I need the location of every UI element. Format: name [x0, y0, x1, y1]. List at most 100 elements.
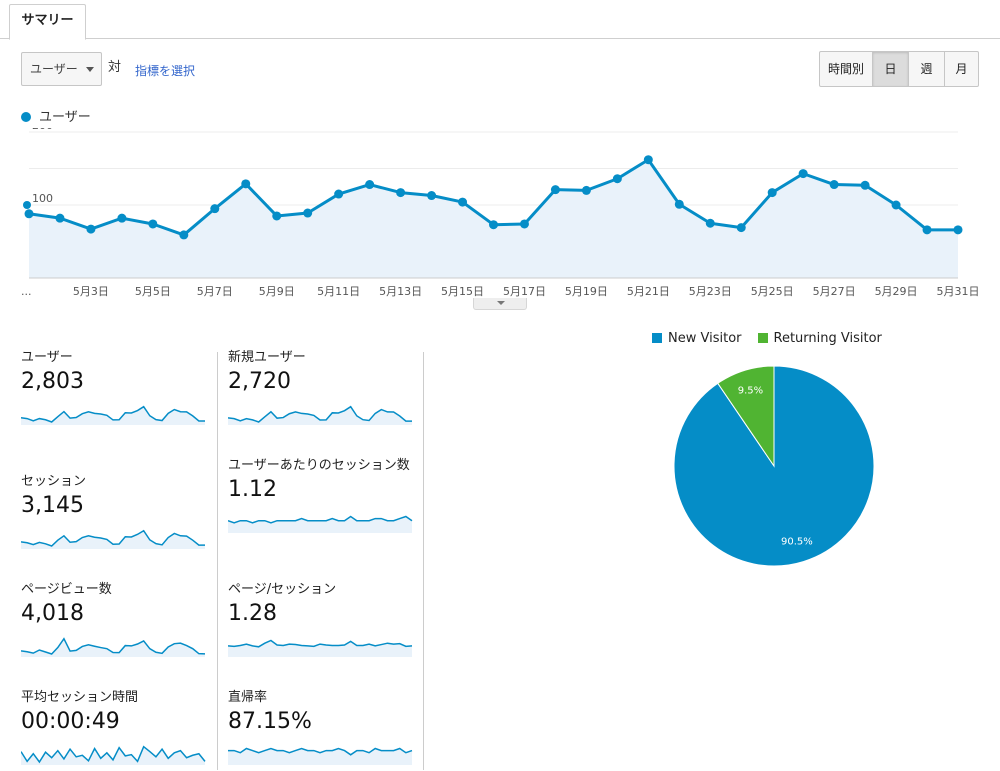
sparkline-line — [228, 405, 412, 423]
x-tick-label: 5月23日 — [689, 285, 732, 298]
metric-value: 00:00:49 — [21, 709, 120, 734]
data-point[interactable] — [860, 180, 870, 190]
period-day-button[interactable]: 日 — [872, 52, 908, 86]
data-point[interactable] — [365, 180, 375, 190]
chart-collapse-handle[interactable] — [473, 298, 527, 310]
metric-name: 直帰率 — [228, 690, 268, 705]
sparkline-area — [228, 406, 412, 425]
metric-value: 87.15% — [228, 709, 312, 734]
data-point[interactable] — [241, 179, 251, 189]
data-point[interactable] — [55, 213, 65, 223]
data-point[interactable] — [674, 199, 684, 209]
tab-summary[interactable]: サマリー — [9, 4, 86, 40]
sparkline-area — [21, 638, 205, 657]
data-point[interactable] — [922, 225, 932, 235]
metric-tile-new-users[interactable]: 新規ユーザー 2,720 — [228, 350, 418, 425]
series-legend-label: ユーザー — [39, 110, 91, 125]
data-point[interactable] — [767, 188, 777, 198]
axis-marker-dot — [23, 201, 31, 209]
sparkline-line — [228, 515, 413, 524]
metric-tile-sessions-per-user[interactable]: ユーザーあたりのセッション数 1.12 — [228, 458, 418, 533]
sparkline — [228, 515, 413, 533]
legend-swatch-icon — [652, 333, 662, 343]
sparkline-area — [228, 516, 412, 533]
data-point[interactable] — [148, 219, 158, 229]
legend-label: New Visitor — [668, 331, 742, 346]
period-toggle: 時間別 日 週 月 — [819, 51, 979, 87]
data-point[interactable] — [829, 180, 839, 190]
x-tick-label: 5月9日 — [259, 285, 295, 298]
data-point[interactable] — [458, 197, 468, 207]
data-point[interactable] — [798, 169, 808, 179]
sparkline — [228, 639, 413, 657]
y-tick-label: 100 — [32, 192, 53, 205]
metric-name: セッション — [21, 474, 87, 489]
data-point[interactable] — [396, 188, 406, 198]
data-point[interactable] — [581, 185, 591, 195]
metric-name: 平均セッション時間 — [21, 690, 139, 705]
sparkline — [21, 637, 206, 657]
x-tick-label: 5月17日 — [503, 285, 546, 298]
metric-value: 4,018 — [21, 601, 84, 626]
sparkline-area — [228, 748, 412, 765]
metric-value: 1.28 — [228, 601, 277, 626]
data-point[interactable] — [519, 219, 529, 229]
data-point[interactable] — [86, 224, 96, 234]
sparkline-area — [228, 640, 412, 657]
data-point[interactable] — [303, 208, 313, 218]
metric-tile-sessions[interactable]: セッション 3,145 — [21, 474, 211, 549]
data-point[interactable] — [210, 204, 220, 214]
select-metric-link[interactable]: 指標を選択 — [135, 64, 196, 78]
x-tick-label-first: ... — [21, 285, 32, 298]
data-point[interactable] — [953, 225, 963, 235]
period-month-button[interactable]: 月 — [944, 52, 978, 86]
metric-dropdown[interactable]: ユーザー — [21, 52, 102, 86]
data-point[interactable] — [891, 200, 901, 210]
data-point[interactable] — [24, 209, 34, 219]
metric-value: 2,720 — [228, 369, 291, 394]
metric-value: 3,145 — [21, 493, 84, 518]
sparkline — [21, 405, 205, 425]
legend-item-returning-visitor[interactable]: Returning Visitor — [757, 331, 882, 346]
sparkline — [21, 745, 206, 765]
data-point[interactable] — [272, 211, 282, 221]
metric-tile-users[interactable]: ユーザー 2,803 — [21, 350, 211, 425]
period-hourly-button[interactable]: 時間別 — [827, 62, 864, 76]
data-point[interactable] — [550, 185, 560, 195]
metric-tile-pages-per-session[interactable]: ページ/セッション 1.28 — [228, 582, 418, 657]
data-point[interactable] — [643, 155, 653, 165]
pie-legend: New Visitor Returning Visitor — [652, 331, 882, 346]
sparkline-line — [228, 639, 413, 648]
data-point[interactable] — [427, 191, 437, 201]
data-point[interactable] — [334, 189, 344, 199]
sparkline-line — [21, 745, 206, 764]
data-point[interactable] — [117, 213, 127, 223]
x-tick-label: 5月5日 — [135, 285, 171, 298]
x-tick-label: 5月31日 — [937, 285, 980, 298]
pie-slice-label: 90.5% — [781, 537, 813, 548]
tab-bar: サマリー — [0, 0, 1000, 40]
data-point[interactable] — [705, 218, 715, 228]
users-line-chart: 100 200... 5月3日 5月5日 5月7日 5月9日 5月11日 5月13日 5月15日… — [21, 128, 980, 298]
data-point[interactable] — [179, 230, 189, 240]
period-week-button[interactable]: 週 — [908, 52, 944, 86]
metric-name: ユーザーあたりのセッション数 — [228, 458, 410, 473]
metric-tile-bounce-rate[interactable]: 直帰率 87.15% — [228, 690, 418, 765]
sparkline — [21, 529, 205, 549]
series-dot-icon — [21, 112, 31, 122]
data-point[interactable] — [736, 223, 746, 233]
column-divider — [217, 352, 218, 770]
metric-tile-avg-session-duration[interactable]: 平均セッション時間 00:00:49 — [21, 690, 211, 765]
x-tick-label: 5月15日 — [441, 285, 484, 298]
metric-value: 2,803 — [21, 369, 84, 394]
series-legend[interactable]: ユーザー — [21, 106, 91, 125]
sparkline-area — [21, 746, 205, 765]
sparkline-line — [21, 529, 205, 547]
data-point[interactable] — [612, 174, 622, 184]
column-divider — [423, 352, 424, 770]
metric-tile-pageviews[interactable]: ページビュー数 4,018 — [21, 582, 211, 657]
data-point[interactable] — [489, 220, 498, 230]
sparkline-line — [21, 637, 206, 655]
legend-item-new-visitor[interactable]: New Visitor — [652, 331, 742, 346]
pie-slice-returning-visitor[interactable] — [717, 365, 775, 468]
